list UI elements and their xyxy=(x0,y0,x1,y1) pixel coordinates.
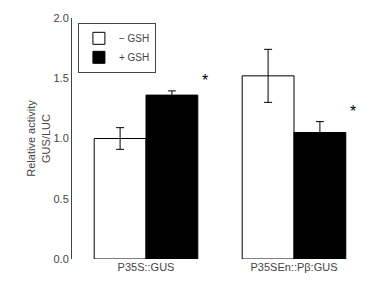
svg-text:− GSH: − GSH xyxy=(119,33,149,44)
svg-text:*: * xyxy=(350,103,356,120)
svg-text:0.0: 0.0 xyxy=(54,253,69,265)
svg-text:Relative activityGUS/LUC: Relative activityGUS/LUC xyxy=(25,100,51,177)
svg-text:P35S::GUS: P35S::GUS xyxy=(118,261,175,273)
svg-text:0.5: 0.5 xyxy=(54,193,69,205)
svg-text:P35SEn::Pβ:GUS: P35SEn::Pβ:GUS xyxy=(250,261,337,273)
svg-text:*: * xyxy=(202,72,208,89)
svg-text:1.0: 1.0 xyxy=(54,132,69,144)
svg-text:1.5: 1.5 xyxy=(54,72,69,84)
svg-text:2.0: 2.0 xyxy=(54,12,69,24)
svg-text:+ GSH: + GSH xyxy=(119,52,149,63)
